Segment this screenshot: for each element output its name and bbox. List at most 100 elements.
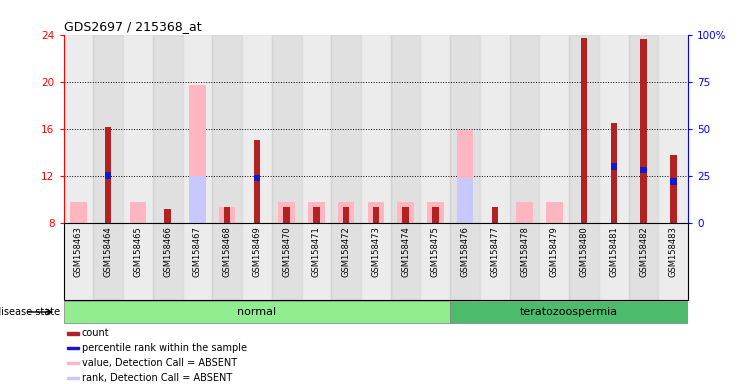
Text: GSM158479: GSM158479 (550, 227, 559, 277)
Text: GSM158463: GSM158463 (74, 227, 83, 277)
Text: GSM158468: GSM158468 (223, 227, 232, 277)
Bar (94, 223, 123, 300)
Bar (278, 202, 295, 223)
Bar (539, 223, 569, 300)
Bar (283, 207, 290, 223)
Text: percentile rank within the sample: percentile rank within the sample (82, 343, 247, 353)
Bar (640, 39, 647, 223)
Bar (67, 332, 79, 334)
Bar (313, 207, 319, 223)
Bar (402, 207, 409, 223)
Bar (480, 35, 509, 223)
Bar (105, 127, 111, 223)
Bar (373, 207, 379, 223)
Bar (67, 347, 79, 349)
Bar (224, 207, 230, 223)
Bar (165, 209, 171, 223)
Bar (427, 202, 444, 223)
Bar (338, 202, 355, 223)
Bar (123, 35, 153, 223)
Bar (129, 202, 146, 223)
Bar (183, 35, 212, 223)
Text: GSM158472: GSM158472 (342, 227, 351, 277)
Bar (189, 176, 206, 223)
Bar (509, 35, 539, 223)
Bar (516, 202, 533, 223)
Bar (658, 35, 688, 223)
Text: GSM158467: GSM158467 (193, 227, 202, 277)
Bar (183, 223, 212, 300)
Bar (219, 207, 236, 223)
Bar (212, 223, 242, 300)
Text: GSM158480: GSM158480 (580, 227, 589, 277)
Text: teratozoospermia: teratozoospermia (520, 307, 619, 317)
Bar (546, 202, 562, 223)
Bar (301, 35, 331, 223)
Text: GSM158483: GSM158483 (669, 227, 678, 277)
Bar (153, 223, 183, 300)
Bar (390, 35, 420, 223)
Bar (450, 35, 480, 223)
Text: GDS2697 / 215368_at: GDS2697 / 215368_at (64, 20, 201, 33)
Bar (457, 178, 473, 223)
Bar (420, 223, 450, 300)
Bar (343, 207, 349, 223)
Bar (628, 35, 658, 223)
Text: GSM158465: GSM158465 (133, 227, 142, 277)
Text: disease state: disease state (0, 307, 60, 317)
Text: GSM158482: GSM158482 (639, 227, 648, 277)
Text: GSM158475: GSM158475 (431, 227, 440, 277)
Bar (368, 202, 384, 223)
Bar (509, 223, 539, 300)
Bar (599, 35, 628, 223)
Bar (420, 35, 450, 223)
FancyBboxPatch shape (64, 301, 450, 323)
Text: GSM158471: GSM158471 (312, 227, 321, 277)
Text: normal: normal (237, 307, 277, 317)
Bar (308, 202, 325, 223)
Text: GSM158469: GSM158469 (252, 227, 261, 277)
Bar (580, 38, 587, 223)
Bar (610, 163, 617, 169)
Bar (390, 223, 420, 300)
Bar (64, 35, 94, 223)
Bar (212, 35, 242, 223)
Bar (242, 223, 272, 300)
Bar (361, 223, 390, 300)
Text: GSM158474: GSM158474 (401, 227, 410, 277)
Bar (480, 223, 509, 300)
Bar (432, 207, 438, 223)
Text: GSM158464: GSM158464 (104, 227, 113, 277)
Bar (397, 202, 414, 223)
Bar (94, 35, 123, 223)
Bar (331, 223, 361, 300)
Bar (599, 223, 628, 300)
Bar (272, 35, 301, 223)
Text: rank, Detection Call = ABSENT: rank, Detection Call = ABSENT (82, 373, 232, 383)
Text: GSM158473: GSM158473 (371, 227, 381, 277)
Text: value, Detection Call = ABSENT: value, Detection Call = ABSENT (82, 358, 237, 368)
Bar (539, 35, 569, 223)
Bar (64, 223, 94, 300)
Bar (628, 223, 658, 300)
Text: GSM158478: GSM158478 (520, 227, 529, 277)
FancyBboxPatch shape (450, 301, 688, 323)
Text: GSM158470: GSM158470 (282, 227, 291, 277)
Bar (658, 223, 688, 300)
Text: count: count (82, 328, 109, 338)
Bar (569, 35, 599, 223)
Bar (610, 123, 617, 223)
Bar (272, 223, 301, 300)
Bar (153, 35, 183, 223)
Text: GSM158466: GSM158466 (163, 227, 172, 277)
Bar (670, 178, 676, 185)
Bar (670, 154, 676, 223)
Text: GSM158477: GSM158477 (491, 227, 500, 277)
Bar (450, 223, 480, 300)
Text: GSM158476: GSM158476 (461, 227, 470, 277)
Bar (105, 172, 111, 179)
Bar (569, 223, 599, 300)
Bar (123, 223, 153, 300)
Bar (301, 223, 331, 300)
Bar (70, 202, 87, 223)
